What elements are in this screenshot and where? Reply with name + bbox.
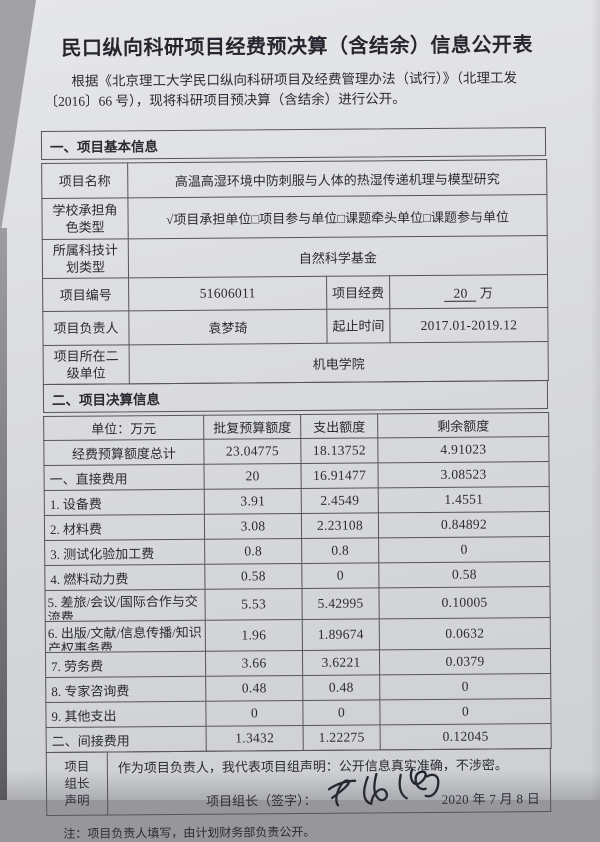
intro-paragraph: 根据《北京理工大学民口纵向科研项目及经费管理办法（试行）》（北理工发 〔2016… — [44, 68, 557, 112]
funding-amount: 20 — [444, 285, 477, 302]
row-label: 一、直接费用 — [44, 464, 205, 491]
period-label: 起止时间 — [326, 308, 391, 344]
cell-remain: 0.58 — [378, 561, 550, 588]
section2-header: 二、项目决算信息 — [42, 380, 549, 414]
row-label: 2. 材料费 — [44, 514, 205, 541]
cell-budget: 3.66 — [205, 650, 303, 677]
photo-bottom-shade — [0, 770, 600, 800]
row-label: 二、间接费用 — [46, 726, 207, 753]
declaration-body: 作为项目负责人，我代表项目组声明：公开信息真实准确，不涉密。 项目组长（签字）：… — [108, 749, 550, 814]
cell-spent: 5.42995 — [301, 587, 380, 620]
row-label: 经费预算额度总计 — [43, 439, 205, 466]
table-row: 5. 差旅/会议/国际合作与交流费 5.53 5.42995 0.10005 — [44, 586, 551, 622]
row-label: 6. 出版/文献/信息传播/知识产权事务费 — [45, 620, 206, 653]
plan-type-label: 所属科技计划类型 — [42, 238, 129, 279]
photo-left-edge — [0, 228, 7, 800]
table-row: 项目名称 高温高湿环境中防刺服与人体的热湿传递机理与模型研究 — [41, 159, 547, 199]
cell-remain: 0.10005 — [378, 586, 551, 619]
cell-remain: 0 — [378, 536, 550, 563]
budget-table: 单位：万元 批复预算额度 支出额度 剩余额度 经费预算额度总计 23.04775… — [43, 412, 552, 753]
cell-spent: 3.6221 — [302, 649, 380, 676]
cell-budget: 3.91 — [204, 488, 302, 515]
declaration-row: 项目 组长 声明 作为项目负责人，我代表项目组声明：公开信息真实准确，不涉密。 … — [45, 748, 552, 817]
page-title: 民口纵向科研项目经费预决算（含结余）信息公开表 — [61, 34, 534, 60]
intro-line-1: 根据《北京理工大学民口纵向科研项目及经费管理办法（试行）》（北理工发 — [71, 70, 518, 89]
cell-budget: 5.53 — [204, 588, 303, 621]
cell-remain: 0 — [379, 698, 552, 725]
cell-remain: 3.08523 — [377, 461, 550, 488]
cell-budget: 20 — [204, 463, 302, 490]
basic-info-table: 项目名称 高温高湿环境中防刺服与人体的热湿传递机理与模型研究 学校承担角色类型 … — [41, 159, 549, 385]
document-page: 民口纵向科研项目经费预决算（含结余）信息公开表 根据《北京理工大学民口纵向科研项… — [40, 34, 557, 841]
col-header-remain: 剩余额度 — [377, 412, 549, 438]
plan-type-value: 自然科学基金 — [128, 235, 548, 278]
col-header-unit: 单位：万元 — [43, 415, 204, 441]
cell-remain: 4.91023 — [377, 436, 549, 463]
table-row: 项目编号 51606011 项目经费 20 万 — [42, 274, 548, 312]
period-value: 2017.01-2019.12 — [389, 307, 549, 343]
cell-spent: 2.23108 — [301, 512, 379, 539]
row-label: 1. 设备费 — [44, 489, 205, 516]
cell-spent: 18.13752 — [300, 437, 378, 464]
funding-label: 项目经费 — [326, 275, 390, 310]
row-label: 4. 燃料动力费 — [44, 564, 205, 591]
cell-budget: 0.48 — [205, 675, 303, 702]
cell-budget: 23.04775 — [203, 438, 301, 465]
table-row: 6. 出版/文献/信息传播/知识产权事务费 1.96 1.89674 0.063… — [45, 617, 551, 653]
role-type-label: 学校承担角色类型 — [41, 197, 129, 240]
cell-spent: 0.48 — [302, 674, 380, 701]
cell-remain: 0.12045 — [380, 723, 552, 750]
leader-value: 袁梦琦 — [128, 309, 328, 345]
section1-header: 一、项目基本信息 — [40, 127, 547, 161]
leader-label: 项目负责人 — [42, 310, 130, 346]
signature-row: 项目组长（签字）： — [206, 768, 540, 810]
cell-budget: 1.96 — [205, 619, 303, 652]
cell-remain: 0.0379 — [379, 648, 551, 675]
table-row: 项目所在二级单位 机电学院 — [43, 341, 549, 385]
row-label: 5. 差旅/会议/国际合作与交流费 — [44, 589, 206, 622]
unit-label: 项目所在二级单位 — [43, 344, 130, 385]
table-row: 学校承担角色类型 √项目承担单位□项目参与单位□课题牵头单位□课题参与单位 — [41, 194, 548, 240]
cell-spent: 16.91477 — [300, 462, 379, 489]
cell-spent: 1.22275 — [303, 724, 381, 751]
cell-remain: 0 — [379, 673, 551, 700]
project-number-label: 项目编号 — [42, 277, 129, 312]
funding-unit: 万 — [479, 284, 493, 301]
cell-remain: 1.4551 — [378, 486, 550, 513]
cell-spent: 0.8 — [301, 537, 379, 564]
cell-spent: 0 — [302, 699, 381, 726]
col-header-spent: 支出额度 — [300, 413, 378, 439]
cell-spent: 0 — [301, 562, 379, 589]
cell-remain: 0.0632 — [379, 617, 551, 650]
row-label: 7. 劳务费 — [45, 651, 206, 678]
project-name-label: 项目名称 — [41, 162, 128, 199]
intro-line-2: 〔2016〕66 号），现将科研项目预决算（含结余）进行公开。 — [44, 91, 406, 109]
project-number-value: 51606011 — [128, 276, 327, 311]
cell-budget: 1.3432 — [206, 725, 304, 752]
row-label: 3. 测试化验加工费 — [44, 539, 205, 566]
cell-budget: 0 — [205, 700, 304, 727]
cell-budget: 3.08 — [204, 513, 302, 540]
cell-spent: 1.89674 — [302, 618, 380, 651]
handwritten-signature — [327, 768, 440, 807]
photo-right-shade — [590, 0, 600, 800]
funding-value: 20 万 — [389, 274, 548, 309]
table-row: 项目负责人 袁梦琦 起止时间 2017.01-2019.12 — [42, 307, 549, 346]
footnote: 注：项目负责人填写，由计划财务部负责公开。 — [63, 824, 316, 841]
project-name-value: 高温高湿环境中防刺服与人体的热湿传递机理与模型研究 — [127, 159, 547, 198]
role-type-value: √项目承担单位□项目参与单位□课题牵头单位□课题参与单位 — [127, 194, 548, 239]
row-label: 9. 其他支出 — [45, 701, 207, 728]
cell-spent: 2.4549 — [301, 487, 379, 514]
col-header-budget: 批复预算额度 — [203, 414, 301, 440]
cell-budget: 0.8 — [204, 538, 302, 565]
cell-budget: 0.58 — [204, 563, 302, 590]
cell-remain: 0.84892 — [378, 511, 550, 538]
unit-value: 机电学院 — [129, 341, 549, 384]
table-row: 所属科技计划类型 自然科学基金 — [42, 235, 548, 279]
main-table: 一、项目基本信息 项目名称 高温高湿环境中防刺服与人体的热湿传递机理与模型研究 … — [40, 127, 552, 817]
row-label: 8. 专家咨询费 — [45, 676, 206, 703]
